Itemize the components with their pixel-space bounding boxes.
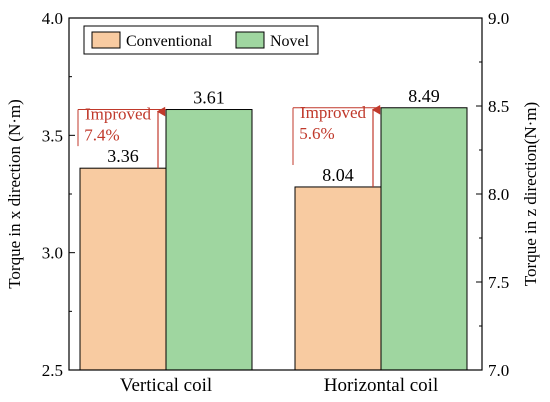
y-right-tick-label: 8.5 [488,97,509,116]
y-left-tick-label: 4.0 [42,9,63,28]
annotation-text2-vertical-coil: 7.4% [84,126,119,145]
legend-swatch-conventional [91,31,121,49]
bar-horizontal-coil-conventional [294,186,382,371]
data-label-vertical-coil-novel: 3.61 [193,88,225,108]
x-category-label-vertical-coil: Vertical coil [120,375,212,396]
legend-box [83,25,319,55]
y-right-tick-label: 7.5 [488,273,509,292]
annotation-text1-vertical-coil: Improved [85,105,152,124]
data-label-horizontal-coil-novel: 8.49 [408,86,440,106]
y-left-tick-label: 2.5 [42,361,63,380]
data-label-horizontal-coil-conventional: 8.04 [322,165,354,185]
y-left-tick-label: 3.0 [42,244,63,263]
annotation-text1-horizontal-coil: Improved [300,103,367,122]
legend-swatch-novel [235,31,265,49]
legend-label-novel: Novel [270,33,310,50]
bar-vertical-coil-novel [165,109,253,371]
data-label-vertical-coil-conventional: 3.36 [107,146,139,166]
y-right-tick-label: 9.0 [488,9,509,28]
y-left-tick-label: 3.5 [42,126,63,145]
x-category-label-horizontal-coil: Horizontal coil [324,375,439,396]
y-right-tick-label: 7.0 [488,361,509,380]
annotation-text2-horizontal-coil: 5.6% [299,124,334,143]
y-right-axis-title: Torque in z direction(N·m) [521,102,540,286]
bar-vertical-coil-conventional [79,167,167,371]
y-left-axis-title: Torque in x direction (N·m) [5,99,24,289]
legend-label-conventional: Conventional [126,33,213,50]
y-right-tick-label: 8.0 [488,185,509,204]
bar-horizontal-coil-novel [380,107,468,371]
